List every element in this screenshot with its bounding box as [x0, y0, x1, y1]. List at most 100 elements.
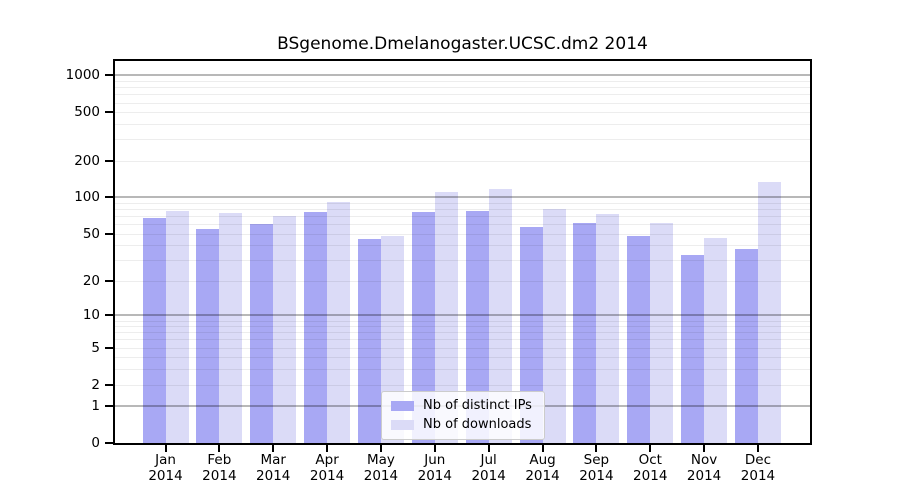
gridline-minor: [115, 357, 810, 359]
gridline-major: [115, 74, 810, 77]
bar-distinct-ips: [573, 222, 597, 443]
x-tick-mark: [272, 445, 275, 452]
x-tick-label: Apr 2014: [309, 452, 345, 484]
x-tick-label: Aug 2014: [525, 452, 560, 484]
y-tick-label: 200: [74, 152, 100, 169]
gridline-major: [115, 196, 810, 199]
bar-downloads: [488, 188, 512, 443]
x-tick-label: Jun 2014: [417, 452, 452, 484]
gridline-minor: [115, 203, 810, 205]
legend-swatch-downloads: [391, 420, 414, 430]
gridline-minor: [115, 347, 810, 349]
gridline-minor: [115, 326, 810, 328]
y-tick-mark: [105, 314, 115, 317]
x-tick-mark: [218, 445, 221, 452]
y-tick-label: 1000: [65, 67, 100, 84]
y-tick-label: 1: [91, 398, 100, 415]
bar-downloads: [273, 216, 297, 443]
x-tick-label: Feb 2014: [202, 452, 237, 484]
y-tick-mark: [105, 111, 115, 114]
x-tick-mark: [487, 445, 490, 452]
bar-downloads: [165, 210, 189, 443]
bar-downloads: [650, 222, 674, 443]
y-tick-mark: [105, 196, 115, 199]
bar-distinct-ips: [250, 224, 274, 443]
gridline-minor: [115, 94, 810, 96]
bar-distinct-ips: [734, 249, 758, 443]
x-tick-mark: [326, 445, 329, 452]
bar-distinct-ips: [411, 211, 435, 443]
bar-distinct-ips: [357, 239, 381, 443]
gridline-minor: [115, 224, 810, 226]
gridline-minor: [115, 216, 810, 218]
x-tick-label: Oct 2014: [633, 452, 668, 484]
gridline-minor: [115, 102, 810, 104]
legend-label-distinct-ips: Nb of distinct IPs: [423, 398, 532, 413]
gridline-minor: [115, 384, 810, 386]
y-tick-label: 500: [74, 104, 100, 121]
legend-item-distinct-ips: Nb of distinct IPs: [391, 398, 536, 414]
bar-distinct-ips: [519, 226, 543, 443]
legend: Nb of distinct IPs Nb of downloads: [381, 391, 545, 440]
y-tick-label: 2: [91, 376, 100, 393]
chart-title: BSgenome.Dmelanogaster.UCSC.dm2 2014: [277, 34, 648, 54]
x-tick-label: Sep 2014: [579, 452, 614, 484]
x-tick-mark: [595, 445, 598, 452]
gridline-minor: [115, 369, 810, 371]
gridline-minor: [115, 124, 810, 126]
gridline-minor: [115, 332, 810, 334]
y-tick-mark: [105, 346, 115, 349]
x-tick-label: May 2014: [363, 452, 399, 484]
bar-downloads: [596, 214, 620, 443]
gridline-minor: [115, 339, 810, 341]
x-tick-mark: [703, 445, 706, 452]
x-tick-label: Jul 2014: [471, 452, 506, 484]
bar-downloads: [327, 201, 351, 443]
x-tick-mark: [756, 445, 759, 452]
x-tick-mark: [433, 445, 436, 452]
bar-downloads: [704, 238, 728, 443]
bar-downloads: [757, 181, 781, 443]
plot-area: [115, 61, 810, 443]
bar-downloads: [219, 212, 243, 443]
gridline-minor: [115, 209, 810, 211]
bar-distinct-ips: [465, 210, 489, 443]
y-tick-label: 20: [82, 273, 100, 290]
y-tick-label: 10: [82, 307, 100, 324]
y-tick-mark: [105, 232, 115, 235]
x-tick-mark: [164, 445, 167, 452]
x-tick-label: Jan 2014: [148, 452, 183, 484]
y-tick-label: 100: [74, 189, 100, 206]
x-tick-mark: [541, 445, 544, 452]
bar-downloads: [542, 209, 566, 443]
y-tick-mark: [105, 159, 115, 162]
legend-item-downloads: Nb of downloads: [391, 417, 536, 433]
x-tick-mark: [379, 445, 382, 452]
y-tick-label: 5: [91, 339, 100, 356]
bar-distinct-ips: [304, 211, 328, 443]
gridline-minor: [115, 160, 810, 162]
legend-label-downloads: Nb of downloads: [423, 417, 532, 432]
bar-distinct-ips: [196, 228, 220, 443]
y-tick-mark: [105, 383, 115, 386]
bar-distinct-ips: [681, 255, 705, 443]
bar-distinct-ips: [627, 235, 651, 443]
gridline-minor: [115, 112, 810, 114]
gridline-minor: [115, 139, 810, 141]
y-tick-mark: [105, 280, 115, 283]
gridline-minor: [115, 281, 810, 283]
y-tick-mark: [105, 74, 115, 77]
gridline-minor: [115, 245, 810, 247]
x-tick-label: Mar 2014: [256, 452, 291, 484]
bar-downloads: [434, 192, 458, 443]
y-tick-mark: [105, 442, 115, 444]
gridline-major: [115, 314, 810, 317]
gridline-minor: [115, 81, 810, 83]
gridline-minor: [115, 233, 810, 235]
gridline-minor: [115, 260, 810, 262]
y-tick-mark: [105, 405, 115, 408]
x-tick-mark: [649, 445, 652, 452]
gridline-minor: [115, 320, 810, 322]
x-tick-label: Dec 2014: [740, 452, 776, 484]
